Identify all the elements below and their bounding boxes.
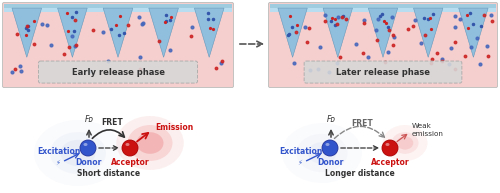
Text: Acceptor: Acceptor	[370, 158, 410, 167]
Bar	[4, 4, 232, 12]
Text: Emission: Emission	[155, 124, 193, 133]
FancyBboxPatch shape	[38, 61, 198, 83]
Text: FRET: FRET	[351, 119, 373, 128]
Circle shape	[122, 140, 138, 156]
Text: Acceptor: Acceptor	[110, 158, 150, 167]
Ellipse shape	[296, 134, 348, 172]
Ellipse shape	[84, 143, 87, 146]
Text: Fᴅ: Fᴅ	[84, 115, 94, 124]
Ellipse shape	[282, 123, 362, 183]
Polygon shape	[458, 8, 488, 57]
Polygon shape	[368, 8, 398, 57]
Polygon shape	[278, 8, 308, 57]
Text: FRET: FRET	[101, 118, 123, 127]
Ellipse shape	[392, 132, 418, 154]
Circle shape	[322, 140, 338, 156]
Text: Early release phase: Early release phase	[72, 68, 164, 77]
Ellipse shape	[386, 143, 390, 146]
FancyBboxPatch shape	[2, 3, 234, 87]
Text: Weak
emission: Weak emission	[412, 124, 444, 136]
Polygon shape	[323, 8, 352, 57]
FancyBboxPatch shape	[268, 3, 498, 87]
Polygon shape	[103, 8, 133, 57]
Text: Short distance: Short distance	[78, 169, 140, 178]
Polygon shape	[58, 8, 87, 57]
Polygon shape	[414, 8, 443, 57]
Text: Fᴅ: Fᴅ	[326, 115, 336, 124]
Ellipse shape	[128, 125, 172, 161]
Text: Donor: Donor	[75, 158, 101, 167]
Text: Longer distance: Longer distance	[325, 169, 395, 178]
Bar	[270, 4, 496, 12]
Circle shape	[382, 140, 398, 156]
Circle shape	[80, 140, 96, 156]
Bar	[4, 4, 232, 8]
Bar	[270, 4, 496, 8]
Ellipse shape	[50, 132, 106, 174]
Text: Excitation: Excitation	[280, 147, 322, 156]
Ellipse shape	[382, 125, 428, 161]
Polygon shape	[12, 8, 42, 57]
Ellipse shape	[126, 143, 130, 146]
Ellipse shape	[116, 116, 184, 170]
Text: ⚡: ⚡	[55, 160, 60, 166]
Ellipse shape	[308, 142, 336, 164]
FancyBboxPatch shape	[304, 61, 462, 83]
Ellipse shape	[136, 132, 164, 154]
Polygon shape	[149, 8, 178, 57]
Text: Later release phase: Later release phase	[336, 68, 430, 77]
Text: ⚡: ⚡	[297, 160, 302, 166]
Text: Excitation: Excitation	[38, 147, 80, 156]
Text: Donor: Donor	[317, 158, 343, 167]
Ellipse shape	[34, 120, 122, 186]
Ellipse shape	[60, 140, 96, 166]
Ellipse shape	[326, 143, 330, 146]
Polygon shape	[194, 8, 224, 57]
Ellipse shape	[397, 136, 413, 150]
